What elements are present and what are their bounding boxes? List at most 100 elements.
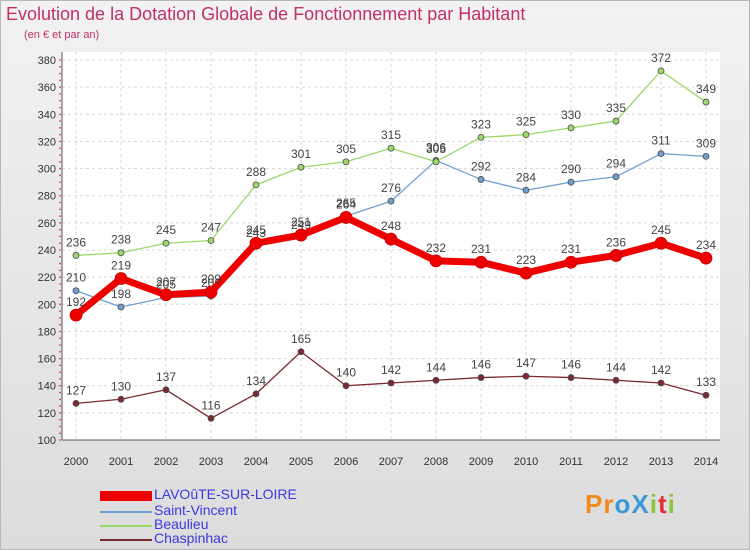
data-label-saint-vincent: 198 bbox=[111, 287, 131, 301]
y-tick-label: 380 bbox=[38, 55, 56, 67]
data-label-lavo-te-sur-loire: 234 bbox=[696, 238, 716, 252]
y-minor-tick bbox=[59, 174, 61, 177]
data-point-chaspinhac bbox=[432, 376, 440, 384]
y-minor-tick bbox=[59, 418, 61, 421]
data-label-saint-vincent: 265 bbox=[336, 196, 356, 210]
data-point-chaspinhac bbox=[657, 379, 665, 387]
legend-swatch-chaspinhac bbox=[100, 539, 152, 541]
y-minor-tick bbox=[59, 283, 61, 285]
data-label-lavo-te-sur-loire: 248 bbox=[381, 219, 401, 233]
data-label-beaulieu: 301 bbox=[291, 147, 311, 161]
data-label-beaulieu: 372 bbox=[651, 51, 671, 65]
data-label-chaspinhac: 127 bbox=[66, 383, 86, 397]
data-label-chaspinhac: 137 bbox=[156, 370, 176, 384]
y-minor-tick bbox=[59, 398, 61, 401]
y-tick-label: 220 bbox=[38, 272, 56, 284]
y-minor-tick bbox=[59, 391, 61, 394]
data-point-lavo-te-sur-loire bbox=[654, 236, 668, 250]
data-point-beaulieu bbox=[297, 163, 305, 171]
y-minor-tick bbox=[59, 269, 61, 272]
legend-swatch-beaulieu bbox=[100, 525, 152, 527]
data-label-lavo-te-sur-loire: 264 bbox=[336, 197, 356, 211]
y-tick-label: 320 bbox=[38, 136, 56, 148]
logo-letter: r bbox=[603, 489, 615, 519]
data-label-lavo-te-sur-loire: 223 bbox=[516, 253, 536, 267]
data-label-beaulieu: 288 bbox=[246, 165, 266, 179]
y-minor-tick bbox=[59, 317, 61, 319]
legend-label-beaulieu: Beaulieu bbox=[154, 516, 209, 532]
y-minor-tick bbox=[59, 384, 61, 387]
data-label-beaulieu: 305 bbox=[426, 142, 446, 156]
y-minor-tick bbox=[59, 167, 61, 170]
data-label-beaulieu: 335 bbox=[606, 101, 626, 115]
x-tick-label: 2013 bbox=[649, 456, 673, 468]
chart-subtitle: (en € et par an) bbox=[24, 29, 100, 41]
data-label-chaspinhac: 146 bbox=[471, 358, 491, 372]
logo-letter: P bbox=[585, 489, 604, 519]
y-tick-label: 140 bbox=[38, 381, 56, 393]
data-point-saint-vincent bbox=[387, 197, 395, 205]
data-label-chaspinhac: 165 bbox=[291, 332, 311, 346]
data-label-beaulieu: 349 bbox=[696, 82, 716, 96]
legend-label-chaspinhac: Chaspinhac bbox=[154, 530, 228, 546]
y-minor-tick bbox=[59, 93, 61, 95]
data-label-chaspinhac: 142 bbox=[651, 363, 671, 377]
y-minor-tick bbox=[59, 113, 61, 116]
data-point-lavo-te-sur-loire bbox=[159, 288, 173, 302]
y-tick-label: 180 bbox=[38, 326, 56, 338]
y-minor-tick bbox=[59, 344, 61, 346]
data-point-lavo-te-sur-loire bbox=[339, 211, 353, 224]
y-minor-tick bbox=[59, 106, 61, 109]
data-point-lavo-te-sur-loire bbox=[474, 255, 488, 269]
data-point-saint-vincent bbox=[612, 173, 620, 181]
legend-swatch-saint-vincent bbox=[100, 511, 152, 513]
x-tick-label: 2006 bbox=[334, 456, 358, 468]
data-label-chaspinhac: 130 bbox=[111, 379, 131, 393]
data-point-chaspinhac bbox=[252, 390, 260, 398]
data-label-lavo-te-sur-loire: 251 bbox=[291, 215, 311, 229]
legend-label-saint-vincent: Saint-Vincent bbox=[154, 502, 238, 518]
data-label-chaspinhac: 142 bbox=[381, 363, 401, 377]
y-minor-tick bbox=[59, 154, 61, 156]
data-point-beaulieu bbox=[612, 117, 620, 125]
y-minor-tick bbox=[59, 215, 61, 217]
y-tick-label: 260 bbox=[38, 218, 56, 230]
data-point-beaulieu bbox=[567, 124, 575, 132]
y-minor-tick bbox=[59, 72, 61, 75]
data-point-saint-vincent bbox=[117, 303, 125, 311]
data-point-lavo-te-sur-loire bbox=[609, 249, 623, 262]
y-minor-tick bbox=[59, 86, 61, 88]
legend-label-lavoute: LAVOûTE-SUR-LOIRE bbox=[154, 486, 297, 502]
data-label-beaulieu: 305 bbox=[336, 142, 356, 156]
proxiti-logo: ProXiti bbox=[585, 489, 676, 520]
y-minor-tick bbox=[59, 432, 61, 435]
data-label-saint-vincent: 292 bbox=[471, 159, 491, 173]
y-minor-tick bbox=[59, 337, 61, 340]
data-point-saint-vincent bbox=[477, 176, 485, 183]
y-tick-label: 120 bbox=[38, 408, 56, 420]
y-minor-tick bbox=[59, 371, 61, 373]
data-point-lavo-te-sur-loire bbox=[204, 285, 218, 299]
x-tick-label: 2010 bbox=[514, 456, 538, 468]
x-tick-label: 2009 bbox=[469, 456, 493, 468]
x-tick-label: 2012 bbox=[604, 456, 628, 468]
data-label-lavo-te-sur-loire: 207 bbox=[156, 275, 176, 289]
y-minor-tick bbox=[59, 330, 61, 333]
data-point-chaspinhac bbox=[387, 379, 395, 387]
x-tick-label: 2000 bbox=[64, 456, 88, 468]
data-point-lavo-te-sur-loire bbox=[114, 272, 128, 285]
data-label-beaulieu: 247 bbox=[201, 221, 221, 235]
data-point-lavo-te-sur-loire bbox=[294, 228, 308, 242]
data-label-chaspinhac: 146 bbox=[561, 358, 581, 372]
data-point-lavo-te-sur-loire bbox=[519, 266, 533, 280]
y-minor-tick bbox=[59, 194, 61, 197]
y-minor-tick bbox=[59, 181, 61, 183]
y-minor-tick bbox=[59, 357, 61, 360]
data-point-beaulieu bbox=[117, 249, 125, 257]
data-label-beaulieu: 323 bbox=[471, 117, 491, 131]
data-point-chaspinhac bbox=[117, 395, 125, 403]
x-tick-label: 2014 bbox=[694, 456, 718, 468]
data-point-chaspinhac bbox=[702, 391, 710, 399]
data-label-beaulieu: 236 bbox=[66, 235, 86, 249]
y-tick-label: 360 bbox=[38, 82, 56, 94]
